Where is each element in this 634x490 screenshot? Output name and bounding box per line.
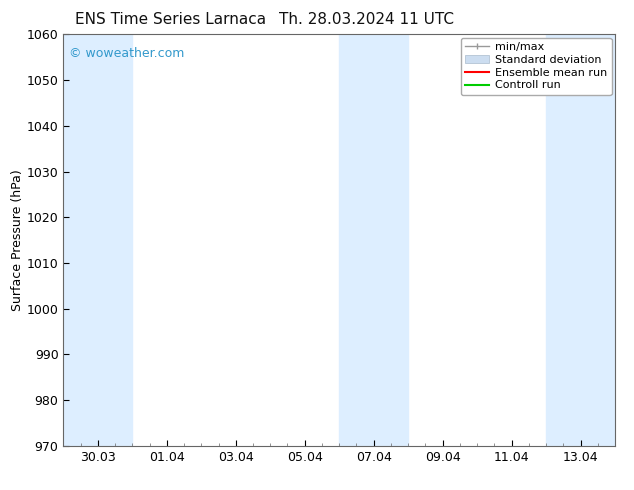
Bar <box>339 34 408 446</box>
Bar <box>546 34 615 446</box>
Text: ENS Time Series Larnaca: ENS Time Series Larnaca <box>75 12 266 27</box>
Text: © woweather.com: © woweather.com <box>69 47 184 60</box>
Text: Th. 28.03.2024 11 UTC: Th. 28.03.2024 11 UTC <box>279 12 454 27</box>
Legend: min/max, Standard deviation, Ensemble mean run, Controll run: min/max, Standard deviation, Ensemble me… <box>460 38 612 95</box>
Bar <box>63 34 133 446</box>
Y-axis label: Surface Pressure (hPa): Surface Pressure (hPa) <box>11 169 24 311</box>
